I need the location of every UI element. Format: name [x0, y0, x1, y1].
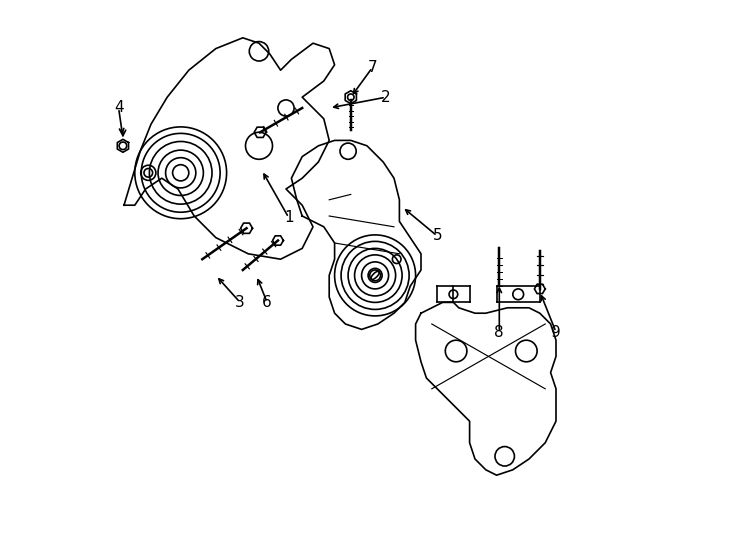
Text: 4: 4 — [114, 100, 123, 116]
Text: 7: 7 — [368, 60, 377, 75]
Text: 9: 9 — [551, 325, 561, 340]
Text: 2: 2 — [381, 90, 390, 105]
Text: 6: 6 — [262, 295, 272, 310]
Text: 1: 1 — [284, 210, 294, 225]
Text: 8: 8 — [495, 325, 504, 340]
Text: 5: 5 — [432, 228, 442, 244]
Text: 3: 3 — [235, 295, 245, 310]
Circle shape — [370, 270, 380, 281]
